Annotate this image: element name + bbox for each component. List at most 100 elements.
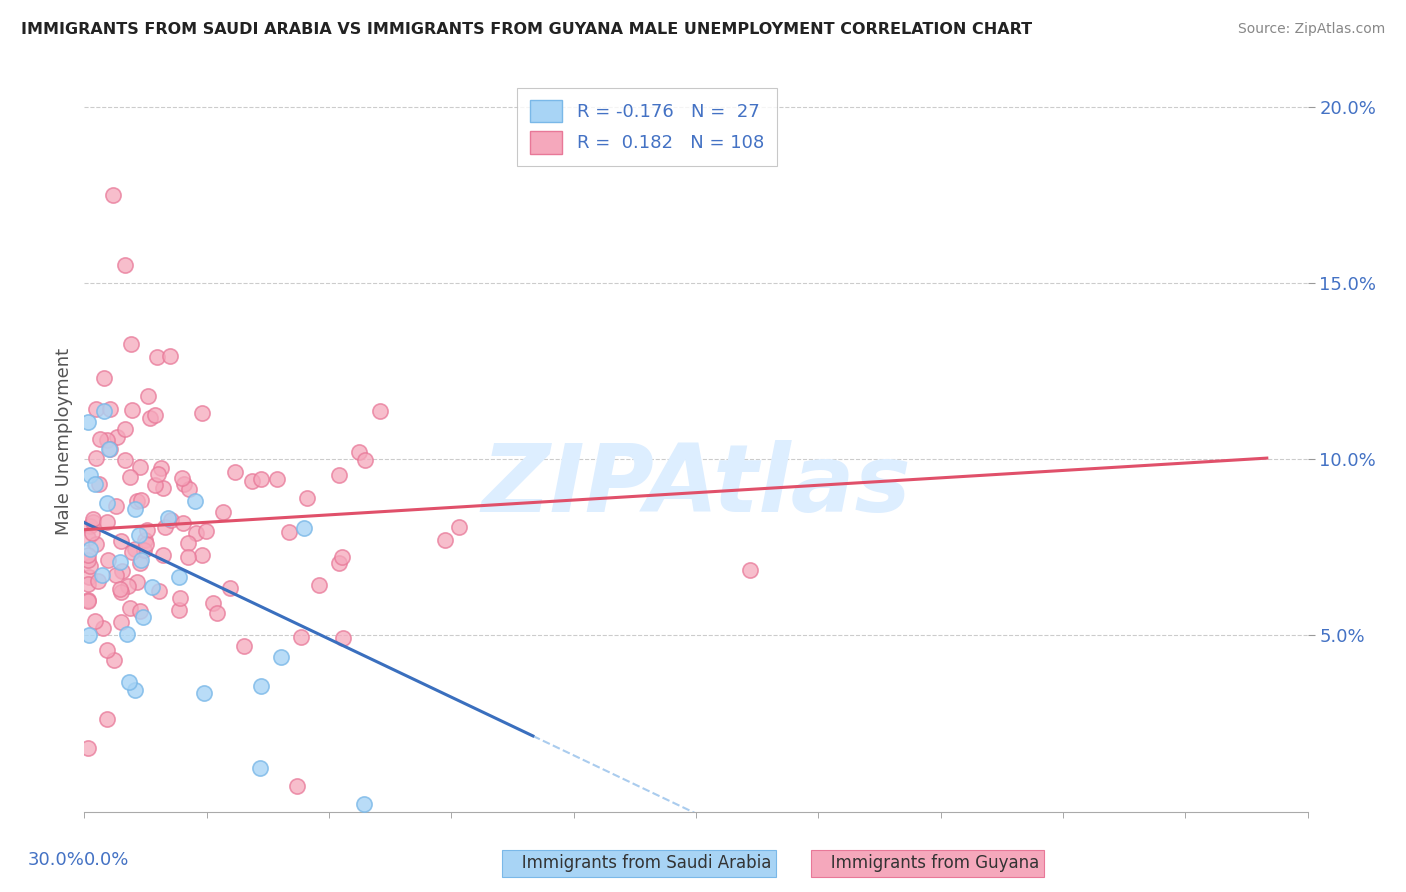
Point xyxy=(79,468,101,483)
Point xyxy=(132,609,155,624)
Point xyxy=(290,630,312,644)
Point xyxy=(193,686,215,700)
Point xyxy=(328,556,350,570)
Point xyxy=(128,528,150,542)
Text: Immigrants from Guyana: Immigrants from Guyana xyxy=(815,855,1039,872)
Point xyxy=(150,461,173,475)
Point xyxy=(270,649,292,664)
Point xyxy=(101,187,124,202)
Point xyxy=(103,652,125,666)
Point xyxy=(194,524,217,538)
Point xyxy=(121,402,143,417)
Point xyxy=(136,523,159,537)
Point xyxy=(233,639,256,653)
Point xyxy=(219,581,242,595)
Point xyxy=(184,526,207,541)
Point xyxy=(136,389,159,403)
Point xyxy=(120,470,142,484)
Text: Source: ZipAtlas.com: Source: ZipAtlas.com xyxy=(1237,22,1385,37)
Point xyxy=(294,521,316,535)
Point xyxy=(114,258,136,272)
Point xyxy=(77,548,100,562)
Point xyxy=(139,410,162,425)
Point xyxy=(120,601,142,615)
Point xyxy=(77,570,100,584)
Point xyxy=(96,434,118,448)
Point xyxy=(79,518,101,533)
Point xyxy=(77,415,100,429)
Point xyxy=(96,515,118,529)
Point xyxy=(285,779,308,793)
Point xyxy=(89,432,111,446)
Point xyxy=(77,531,100,545)
Point xyxy=(159,349,181,363)
Point xyxy=(146,350,169,364)
Point xyxy=(124,682,146,697)
Point xyxy=(152,481,174,495)
Point xyxy=(128,556,150,570)
Point xyxy=(83,477,105,491)
Point xyxy=(240,474,263,488)
Point xyxy=(330,550,353,565)
Point xyxy=(91,567,114,582)
Point xyxy=(249,679,271,693)
Point xyxy=(224,465,246,479)
Point xyxy=(108,556,131,570)
Point xyxy=(167,570,190,584)
Point xyxy=(97,552,120,566)
Point xyxy=(110,534,132,549)
Point xyxy=(98,401,121,416)
Point xyxy=(250,472,273,486)
Point xyxy=(121,544,143,558)
Text: 0.0%: 0.0% xyxy=(84,851,129,869)
Point xyxy=(96,643,118,657)
Point xyxy=(96,496,118,510)
Point xyxy=(156,511,179,525)
Point xyxy=(740,563,762,577)
Point xyxy=(110,615,132,629)
Point xyxy=(129,493,152,508)
Y-axis label: Male Unemployment: Male Unemployment xyxy=(55,348,73,535)
Point xyxy=(77,594,100,608)
Point xyxy=(77,593,100,607)
Point xyxy=(172,516,194,531)
Point xyxy=(114,452,136,467)
Point xyxy=(105,568,128,582)
Point xyxy=(434,533,457,547)
Point xyxy=(148,467,170,482)
Point xyxy=(124,501,146,516)
Point xyxy=(332,631,354,645)
Point xyxy=(83,614,105,628)
Point xyxy=(91,621,114,635)
Point xyxy=(179,482,201,496)
Text: Immigrants from Saudi Arabia: Immigrants from Saudi Arabia xyxy=(506,855,772,872)
Point xyxy=(278,524,301,539)
Point xyxy=(79,558,101,573)
Point xyxy=(110,564,132,578)
Point xyxy=(86,401,108,416)
Point xyxy=(177,535,200,549)
Point xyxy=(93,371,115,385)
Point xyxy=(202,596,225,610)
Point xyxy=(124,541,146,556)
Point xyxy=(79,628,101,642)
Point xyxy=(328,468,350,483)
Point xyxy=(212,505,235,519)
Point xyxy=(105,430,128,444)
Point xyxy=(249,761,271,775)
Point xyxy=(173,476,195,491)
Point xyxy=(297,491,319,505)
Point xyxy=(169,591,191,605)
Point xyxy=(141,580,163,594)
Text: 30.0%: 30.0% xyxy=(28,851,84,869)
Point xyxy=(148,583,170,598)
Point xyxy=(354,453,377,467)
Point xyxy=(96,712,118,726)
Point xyxy=(87,476,110,491)
Point xyxy=(143,408,166,422)
Point xyxy=(104,499,127,513)
Point xyxy=(129,553,152,567)
Text: IMMIGRANTS FROM SAUDI ARABIA VS IMMIGRANTS FROM GUYANA MALE UNEMPLOYMENT CORRELA: IMMIGRANTS FROM SAUDI ARABIA VS IMMIGRAN… xyxy=(21,22,1032,37)
Point xyxy=(93,403,115,417)
Point xyxy=(134,543,156,558)
